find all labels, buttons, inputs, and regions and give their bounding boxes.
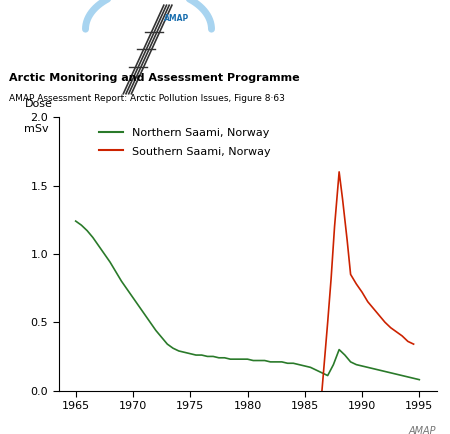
Text: AMAP Assessment Report: Arctic Pollution Issues, Figure 8·63: AMAP Assessment Report: Arctic Pollution… [9,94,285,103]
Text: Arctic Monitoring and Assessment Programme: Arctic Monitoring and Assessment Program… [9,73,300,83]
Text: mSv: mSv [24,124,49,134]
Legend: Northern Saami, Norway, Southern Saami, Norway: Northern Saami, Norway, Southern Saami, … [94,123,275,161]
Text: Dose: Dose [24,99,52,109]
Text: AMAP: AMAP [409,426,436,434]
Text: AMAP: AMAP [164,14,189,23]
